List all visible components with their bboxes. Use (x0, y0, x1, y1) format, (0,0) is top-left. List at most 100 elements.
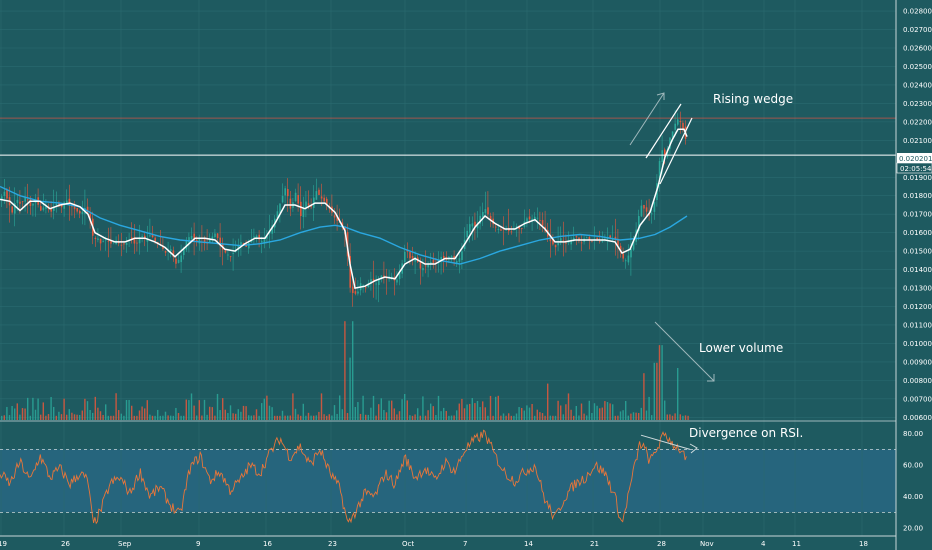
candle-body (450, 255, 453, 257)
volume-bar (313, 415, 315, 420)
volume-bar (6, 406, 8, 420)
candle-body (354, 291, 357, 294)
candle-body (149, 235, 151, 237)
candle-body (375, 283, 377, 285)
volume-bar (463, 408, 466, 420)
volume-bar (380, 398, 382, 420)
volume-bar (110, 415, 112, 420)
candle-body (427, 264, 429, 268)
candle-body (164, 250, 167, 253)
candle-body (55, 203, 58, 205)
candle-body (599, 240, 601, 242)
candle-body (575, 236, 578, 238)
volume-bar (136, 415, 138, 420)
candle-body (510, 231, 513, 233)
volume-bar (8, 415, 11, 420)
candle-body (320, 196, 323, 199)
volume-bar (599, 408, 601, 420)
candle-body (276, 211, 279, 219)
volume-bar (240, 411, 242, 420)
volume-bar (222, 398, 224, 420)
candle-body (193, 233, 195, 241)
candle-body (671, 131, 674, 138)
candle-body (151, 233, 154, 238)
volume-bar (242, 405, 245, 420)
volume-bar (534, 415, 536, 420)
volume-bar (445, 410, 447, 420)
candle-body (580, 242, 583, 244)
volume-bar (27, 397, 29, 420)
candle-body (289, 198, 292, 209)
volume-bar (427, 410, 429, 420)
volume-bar (11, 405, 13, 420)
volume-bars (1, 321, 689, 420)
candle-body (482, 211, 484, 218)
volume-bar (401, 399, 403, 420)
volume-bar (159, 415, 161, 420)
volume-bar (461, 398, 463, 420)
volume-bar (549, 415, 551, 420)
volume-bar (586, 415, 588, 420)
volume-bar (552, 415, 554, 420)
candle-body (515, 226, 518, 228)
rsi-axis[interactable]: 80.00 60.00 40.00 20.00 (903, 430, 923, 533)
volume-bar (505, 415, 507, 420)
volume-bar (365, 414, 367, 420)
candle-body (284, 188, 286, 196)
candle-body (622, 253, 624, 259)
candle-body (133, 237, 136, 244)
volume-bar (658, 345, 661, 420)
volume-bar (643, 373, 645, 420)
candle-body (422, 267, 424, 271)
candle-body (146, 238, 149, 242)
candle-body (216, 233, 219, 238)
volume-bar (138, 410, 141, 420)
volume-bar (601, 407, 603, 420)
candle-body (440, 256, 442, 262)
rsi-tick-label: 80.00 (903, 430, 923, 438)
volume-bar (146, 400, 148, 420)
volume-bar (1, 415, 3, 420)
volume-bar (619, 411, 622, 420)
volume-bar (63, 398, 65, 420)
volume-bar (16, 403, 18, 420)
volume-bar (487, 415, 489, 420)
candle-body (123, 243, 125, 245)
candle-body (565, 242, 567, 244)
candle-body (554, 244, 557, 248)
candle-body (443, 255, 445, 259)
volume-bar (294, 408, 297, 420)
volume-bar (287, 415, 289, 420)
volume-bar (596, 405, 598, 420)
candle-body (484, 209, 487, 214)
volume-bar (66, 414, 68, 420)
volume-bar (489, 395, 492, 420)
volume-bar (42, 402, 44, 420)
moving-average-slow (0, 185, 688, 265)
volume-bar (274, 415, 276, 420)
volume-bar (435, 415, 437, 420)
volume-bar (671, 415, 674, 420)
moving-average-fast (0, 128, 688, 289)
volume-bar (508, 413, 510, 420)
candle-body (404, 251, 406, 262)
candle-body (432, 259, 435, 264)
volume-bar (388, 400, 390, 420)
volume-bar (614, 415, 616, 420)
candle-body (1, 196, 3, 200)
time-axis[interactable]: 19 26 Sep 9 16 23 Oct 7 14 21 28 Nov 4 11 18 (0, 540, 868, 548)
volume-bar (648, 396, 650, 420)
volume-bar (677, 368, 679, 420)
volume-bar (50, 397, 52, 420)
volume-bar (154, 415, 156, 420)
volume-bar (172, 415, 174, 420)
volume-bar (235, 413, 237, 420)
volume-bar (292, 393, 294, 420)
volume-bar (180, 415, 182, 420)
volume-bar (583, 413, 585, 420)
candle-body (461, 251, 463, 260)
